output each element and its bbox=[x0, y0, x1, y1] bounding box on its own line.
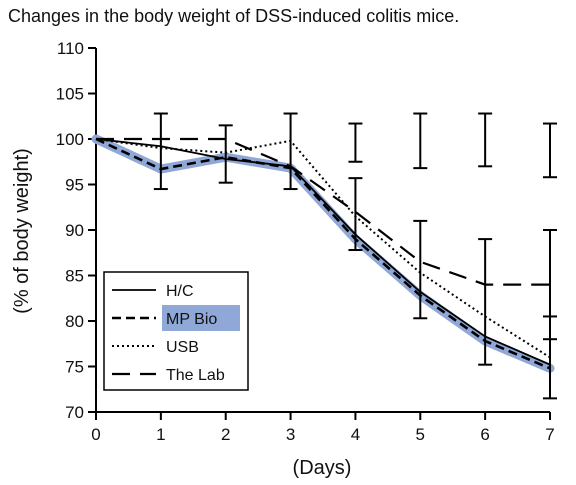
y-tick-label: 110 bbox=[57, 39, 84, 58]
legend-label-the-lab: The Lab bbox=[166, 367, 225, 384]
y-tick-label: 75 bbox=[65, 358, 84, 377]
chart-title: Changes in the body weight of DSS-induce… bbox=[8, 6, 460, 26]
y-tick-label: 70 bbox=[65, 403, 84, 422]
x-tick-label: 5 bbox=[416, 425, 425, 444]
x-tick-label: 1 bbox=[156, 425, 165, 444]
x-tick-label: 0 bbox=[91, 425, 100, 444]
y-tick-label: 85 bbox=[65, 267, 84, 286]
legend-label-h-c: H/C bbox=[166, 283, 194, 300]
x-tick-label: 3 bbox=[286, 425, 295, 444]
x-axis-label: (Days) bbox=[293, 457, 352, 479]
x-tick-label: 2 bbox=[221, 425, 230, 444]
error-bar bbox=[348, 177, 363, 252]
error-bar bbox=[348, 122, 363, 163]
y-tick-label: 95 bbox=[65, 176, 84, 195]
series-line-usb bbox=[95, 138, 551, 359]
error-bar bbox=[413, 112, 428, 170]
error-bar bbox=[153, 112, 168, 191]
y-tick-label: 90 bbox=[65, 221, 84, 240]
x-tick-label: 7 bbox=[545, 425, 554, 444]
legend-label-usb: USB bbox=[166, 339, 199, 356]
x-tick-label: 4 bbox=[351, 425, 360, 444]
y-tick-label: 80 bbox=[65, 312, 84, 331]
error-bar bbox=[478, 238, 493, 366]
error-bar bbox=[543, 315, 557, 400]
series-line-the-lab bbox=[96, 137, 550, 286]
error-bar bbox=[478, 112, 493, 168]
legend-label-mp-bio: MP Bio bbox=[166, 311, 217, 328]
error-bar bbox=[543, 122, 557, 179]
x-tick-label: 6 bbox=[480, 425, 489, 444]
y-tick-label: 105 bbox=[56, 85, 84, 104]
y-axis-label: (% of body weight) bbox=[11, 148, 33, 314]
error-bar bbox=[283, 112, 298, 191]
series-line-mp-bio bbox=[95, 137, 551, 370]
error-bar bbox=[218, 124, 233, 184]
legend-highlight-mp-bio bbox=[162, 305, 240, 331]
y-tick-label: 100 bbox=[56, 130, 84, 149]
error-bar bbox=[413, 219, 428, 320]
